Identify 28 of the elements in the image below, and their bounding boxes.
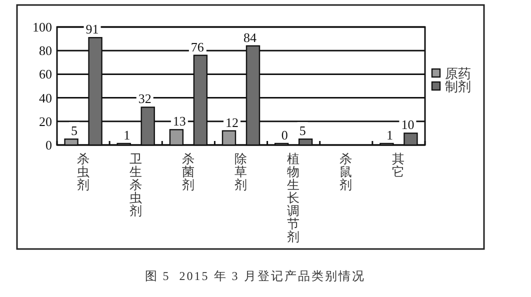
data-label: 76 xyxy=(190,39,204,54)
y-tick-label: 80 xyxy=(39,43,52,58)
data-label: 5 xyxy=(299,123,306,138)
x-tick-label: 杀菌剂 xyxy=(182,152,195,192)
legend-label: 制剂 xyxy=(445,79,471,94)
data-label: 32 xyxy=(138,91,152,106)
x-tick-label: 杀虫剂 xyxy=(76,152,90,192)
x-tick-label: 卫生杀虫剂 xyxy=(129,152,142,218)
legend-label: 原药 xyxy=(445,66,471,81)
data-label: 10 xyxy=(401,117,414,132)
x-tick-label: 植物生长调节剂 xyxy=(287,152,300,244)
x-tick-label: 除草剂 xyxy=(234,152,248,192)
x-tick-label: 杀鼠剂 xyxy=(340,152,353,192)
data-label: 5 xyxy=(71,123,78,138)
y-tick-label: 0 xyxy=(46,138,52,152)
data-label: 1 xyxy=(386,128,393,142)
y-tick-label: 60 xyxy=(39,66,52,82)
caption: 图 5 2015 年 3 月登记产品类别情况 xyxy=(144,269,366,283)
y-tick-label: 20 xyxy=(39,114,52,129)
data-label: 84 xyxy=(244,30,257,45)
data-label: 91 xyxy=(86,22,99,37)
data-label: 12 xyxy=(226,114,238,130)
y-tick-label: 100 xyxy=(32,20,52,34)
data-label: 1 xyxy=(124,128,130,142)
data-label: 13 xyxy=(172,114,186,129)
data-label: 0 xyxy=(281,128,288,142)
y-tick-label: 40 xyxy=(39,90,52,106)
x-tick-label: 其它 xyxy=(392,152,406,179)
